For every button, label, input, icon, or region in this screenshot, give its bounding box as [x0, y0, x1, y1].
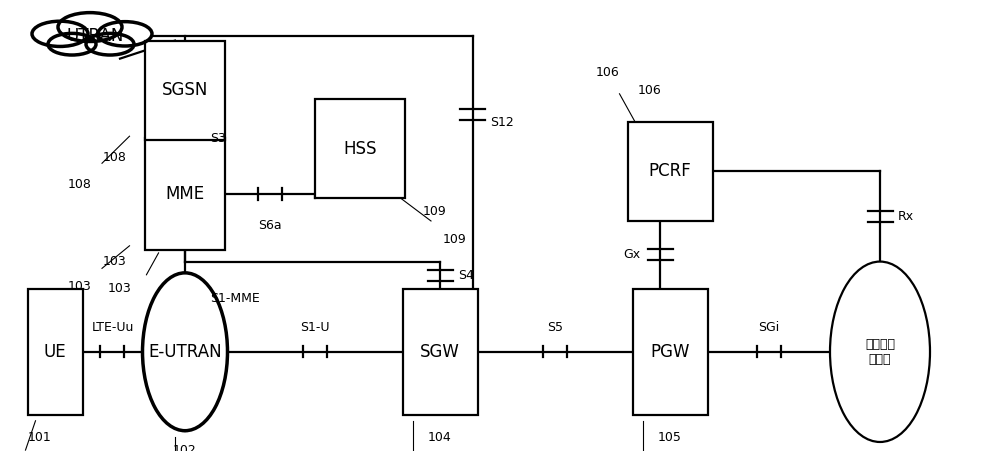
- Text: 103: 103: [108, 282, 132, 295]
- Text: 105: 105: [658, 431, 682, 444]
- Text: S1-MME: S1-MME: [210, 292, 260, 305]
- Circle shape: [86, 33, 134, 55]
- Text: S6a: S6a: [258, 219, 282, 232]
- Bar: [628, 122, 713, 221]
- Circle shape: [58, 13, 122, 41]
- Text: SGSN: SGSN: [162, 81, 208, 99]
- Text: 106: 106: [596, 66, 619, 78]
- Bar: [28, 289, 82, 415]
- Bar: [145, 41, 225, 140]
- Text: UE: UE: [44, 343, 66, 361]
- Text: Gx: Gx: [623, 249, 640, 261]
- Circle shape: [32, 21, 88, 46]
- Text: S4: S4: [458, 269, 474, 281]
- Bar: [145, 138, 225, 250]
- Ellipse shape: [143, 273, 228, 431]
- Text: S12: S12: [490, 116, 514, 129]
- Text: 104: 104: [428, 431, 452, 444]
- Text: 108: 108: [68, 179, 92, 191]
- Text: 103: 103: [68, 280, 92, 293]
- Bar: [402, 289, 478, 415]
- Text: 102: 102: [173, 445, 197, 451]
- Text: 101: 101: [28, 431, 52, 444]
- Text: S5: S5: [547, 321, 563, 334]
- Circle shape: [48, 33, 96, 55]
- Text: 103: 103: [103, 255, 127, 268]
- Text: S3: S3: [210, 132, 226, 145]
- Bar: [315, 99, 405, 198]
- Circle shape: [98, 22, 152, 46]
- Text: PGW: PGW: [650, 343, 690, 361]
- Text: LTE-Uu: LTE-Uu: [91, 321, 134, 334]
- Text: E-UTRAN: E-UTRAN: [148, 343, 222, 361]
- Text: UTRAN: UTRAN: [66, 27, 124, 45]
- Text: 106: 106: [638, 84, 662, 97]
- Text: SGi: SGi: [758, 321, 779, 334]
- Ellipse shape: [830, 262, 930, 442]
- Text: S1-U: S1-U: [300, 321, 330, 334]
- Text: Rx: Rx: [898, 210, 914, 223]
- Text: SGW: SGW: [420, 343, 460, 361]
- Text: 108: 108: [103, 152, 127, 164]
- Text: PCRF: PCRF: [649, 162, 691, 180]
- Text: 109: 109: [443, 233, 467, 245]
- Text: 109: 109: [423, 206, 447, 218]
- Text: HSS: HSS: [343, 140, 377, 158]
- Text: MME: MME: [165, 185, 205, 203]
- Text: 运营商服
务网络: 运营商服 务网络: [865, 338, 895, 366]
- Bar: [633, 289, 708, 415]
